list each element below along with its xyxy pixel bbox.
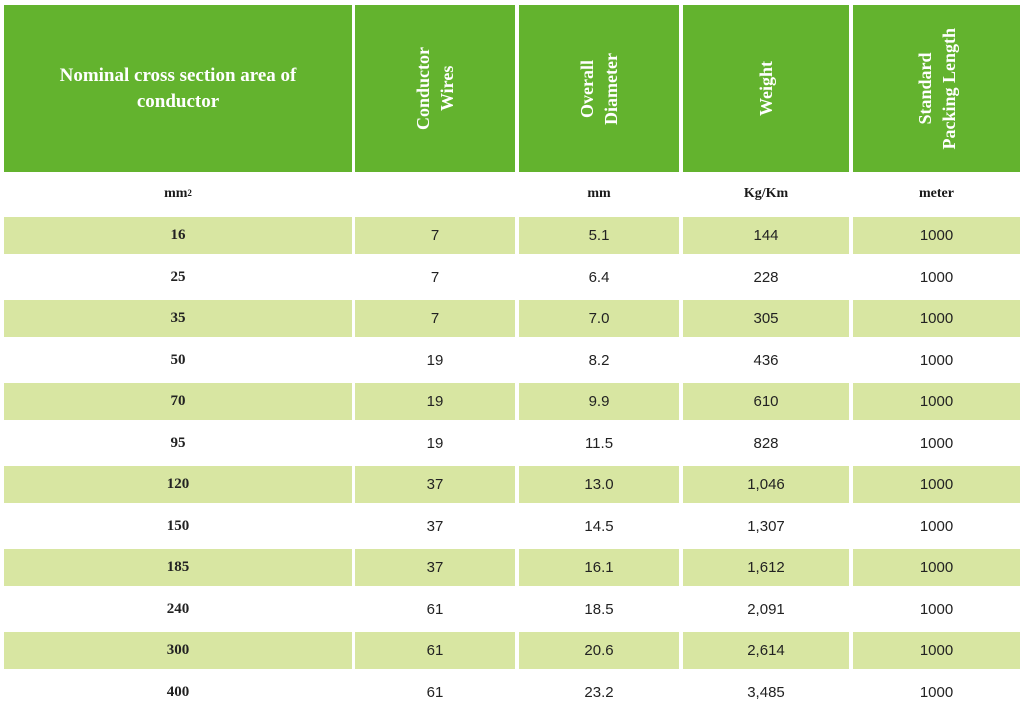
table-row: 16 7 5.1 144 1000 xyxy=(0,217,1024,254)
header-nominal-area: Nominal cross section area of conductor xyxy=(4,5,352,172)
cell-diameter: 7.0 xyxy=(519,300,679,337)
cell-area: 35 xyxy=(4,300,352,337)
cell-weight: 2,614 xyxy=(683,632,849,669)
cell-weight: 1,307 xyxy=(747,518,785,535)
table-row: 95 19 11.5 828 1000 xyxy=(0,425,1024,462)
unit-nominal-area: mm 2 xyxy=(4,173,352,215)
header-packing-length-label: Standard Packing Length xyxy=(913,28,961,150)
cell-diameter: 6.4 xyxy=(588,269,610,286)
cell-packing-length: 1000 xyxy=(853,632,1020,669)
header-weight-line: Weight xyxy=(756,60,776,116)
unit-packing-length: meter xyxy=(919,186,954,201)
header-overall-diameter: Overall Diameter xyxy=(519,5,679,172)
cell-packing-length: 1000 xyxy=(853,383,1020,420)
cell-weight: 436 xyxy=(753,352,779,369)
table-row: 400 61 23.2 3,485 1000 xyxy=(0,674,1024,711)
cell-area: 70 xyxy=(4,383,352,420)
cell-weight: 144 xyxy=(683,217,849,254)
cell-packing-length: 1000 xyxy=(919,518,954,535)
cell-diameter: 14.5 xyxy=(584,518,614,535)
cell-area: 400 xyxy=(166,684,190,700)
cell-weight: 610 xyxy=(683,383,849,420)
table-row: 150 37 14.5 1,307 1000 xyxy=(0,508,1024,545)
header-overall-diameter-label: Overall Diameter xyxy=(575,53,623,125)
cell-wires: 37 xyxy=(355,549,515,586)
table-row: 300 61 20.6 2,614 1000 xyxy=(0,632,1024,669)
unit-nominal-area-base: mm xyxy=(164,186,188,201)
cell-area: 95 xyxy=(170,435,186,451)
header-conductor-wires-line: Wires xyxy=(437,65,457,112)
cell-wires: 37 xyxy=(355,466,515,503)
header-weight-label: Weight xyxy=(754,61,778,116)
header-conductor-wires-line: Conductor xyxy=(413,46,433,130)
header-conductor-wires: Conductor Wires xyxy=(355,5,515,172)
cell-diameter: 16.1 xyxy=(519,549,679,586)
header-packing-length-line: Standard xyxy=(914,52,935,125)
cell-weight: 228 xyxy=(753,269,779,286)
cell-wires: 19 xyxy=(426,352,444,369)
unit-nominal-area-superscript: 2 xyxy=(187,188,192,198)
table-row: 25 7 6.4 228 1000 xyxy=(0,259,1024,296)
cell-wires: 61 xyxy=(426,684,444,701)
cell-packing-length: 1000 xyxy=(919,269,954,286)
cell-diameter: 20.6 xyxy=(519,632,679,669)
table-row: 240 61 18.5 2,091 1000 xyxy=(0,591,1024,628)
cell-area: 16 xyxy=(4,217,352,254)
cell-area: 240 xyxy=(166,601,190,617)
cell-diameter: 5.1 xyxy=(519,217,679,254)
cell-packing-length: 1000 xyxy=(919,684,954,701)
table-row: 35 7 7.0 305 1000 xyxy=(0,300,1024,337)
cell-wires: 19 xyxy=(426,435,444,452)
cell-area: 25 xyxy=(170,269,186,285)
cell-area: 185 xyxy=(4,549,352,586)
header-weight: Weight xyxy=(683,5,849,172)
table-row: 50 19 8.2 436 1000 xyxy=(0,342,1024,379)
header-packing-length: Standard Packing Length xyxy=(853,5,1020,172)
unit-conductor-wires xyxy=(355,173,515,215)
cell-wires: 61 xyxy=(426,601,444,618)
cell-wires: 7 xyxy=(430,269,440,286)
cell-area: 150 xyxy=(166,518,190,534)
unit-overall-diameter: mm xyxy=(587,186,611,201)
cell-weight: 1,046 xyxy=(683,466,849,503)
cell-area: 50 xyxy=(170,352,186,368)
table-row: 185 37 16.1 1,612 1000 xyxy=(0,549,1024,586)
cell-wires: 19 xyxy=(355,383,515,420)
cell-diameter: 11.5 xyxy=(584,435,614,452)
cell-weight: 2,091 xyxy=(747,601,785,618)
cell-diameter: 13.0 xyxy=(519,466,679,503)
cell-wires: 7 xyxy=(355,300,515,337)
cell-diameter: 23.2 xyxy=(584,684,614,701)
cell-packing-length: 1000 xyxy=(853,466,1020,503)
cell-packing-length: 1000 xyxy=(919,352,954,369)
cell-wires: 61 xyxy=(355,632,515,669)
cell-wires: 7 xyxy=(355,217,515,254)
cell-packing-length: 1000 xyxy=(853,217,1020,254)
table-row: 70 19 9.9 610 1000 xyxy=(0,383,1024,420)
cell-packing-length: 1000 xyxy=(919,601,954,618)
cell-wires: 37 xyxy=(426,518,444,535)
cell-diameter: 18.5 xyxy=(584,601,614,618)
cell-weight: 305 xyxy=(683,300,849,337)
cell-packing-length: 1000 xyxy=(919,435,954,452)
units-row: mm 2 mm Kg/Km meter xyxy=(0,173,1024,215)
cell-diameter: 8.2 xyxy=(588,352,610,369)
header-overall-diameter-line: Diameter xyxy=(601,52,621,125)
header-packing-length-line: Packing Length xyxy=(938,27,959,150)
cell-diameter: 9.9 xyxy=(519,383,679,420)
cell-packing-length: 1000 xyxy=(853,549,1020,586)
unit-weight: Kg/Km xyxy=(743,186,789,201)
cell-weight: 828 xyxy=(753,435,779,452)
header-nominal-area-label: Nominal cross section area of conductor xyxy=(59,64,297,112)
cell-packing-length: 1000 xyxy=(853,300,1020,337)
cell-area: 120 xyxy=(4,466,352,503)
header-conductor-wires-label: Conductor Wires xyxy=(411,47,459,130)
table-row: 120 37 13.0 1,046 1000 xyxy=(0,466,1024,503)
cell-area: 300 xyxy=(4,632,352,669)
header-overall-diameter-line: Overall xyxy=(577,59,597,118)
cell-weight: 1,612 xyxy=(683,549,849,586)
cell-weight: 3,485 xyxy=(747,684,785,701)
